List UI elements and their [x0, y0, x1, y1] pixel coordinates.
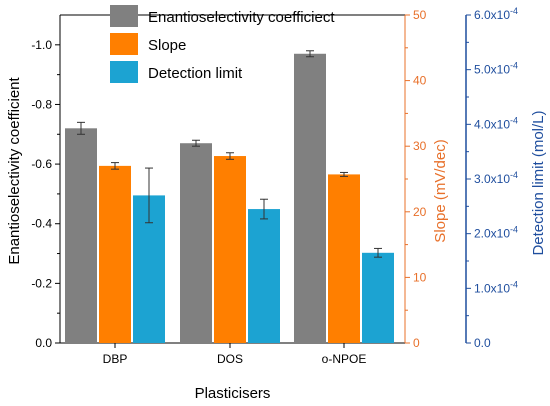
legend-label: Detection limit	[148, 65, 243, 82]
slope-tick-label: 20	[413, 205, 427, 219]
slope-axis-title: Slope (mV/dec)	[432, 139, 449, 242]
bar-slope	[214, 156, 246, 343]
left-tick-label: -0.8	[31, 97, 52, 111]
detection-tick-label: 2.0x10-4	[474, 225, 518, 241]
detection-tick-label: 4.0x10-4	[474, 115, 518, 131]
legend-swatch	[110, 33, 138, 55]
legend-swatch	[110, 5, 138, 27]
detection-tick-label: 6.0x10-4	[474, 6, 518, 22]
detection-tick-label: 3.0x10-4	[474, 170, 518, 186]
slope-tick-label: 10	[413, 270, 427, 284]
detection-axis-title: Detection limit (mol/L)	[530, 110, 547, 255]
detection-tick-label: 5.0x10-4	[474, 61, 518, 77]
slope-tick-label: 40	[413, 74, 427, 88]
left-axis-title: Enantioselectivity coefficient	[6, 77, 23, 265]
bar-detection-limit	[362, 252, 394, 343]
detection-tick-label: 1.0x10-4	[474, 279, 518, 295]
left-tick-label: -1.0	[31, 38, 52, 52]
left-tick-label: -0.6	[31, 157, 52, 171]
bar-enantioselectivity-coefficiect	[294, 53, 326, 343]
left-tick-label: 0.0	[35, 336, 52, 350]
x-tick-label: DOS	[217, 352, 243, 366]
x-axis-title: Plasticisers	[195, 385, 271, 402]
bar-slope	[99, 165, 131, 343]
slope-tick-label: 30	[413, 139, 427, 153]
left-tick-label: -0.2	[31, 276, 52, 290]
slope-tick-label: 50	[413, 8, 427, 22]
left-tick-label: -0.4	[31, 217, 52, 231]
bar-enantioselectivity-coefficiect	[180, 143, 212, 343]
bar-detection-limit	[248, 209, 280, 343]
bar-enantioselectivity-coefficiect	[65, 128, 97, 343]
legend-label: Enantioselectivity coefficiect	[148, 9, 335, 26]
bar-slope	[328, 174, 360, 343]
x-tick-label: DBP	[103, 352, 128, 366]
slope-tick-label: 0	[413, 336, 420, 350]
x-tick-label: o-NPOE	[322, 352, 367, 366]
legend-swatch	[110, 61, 138, 83]
detection-tick-label: 0.0	[474, 336, 491, 350]
legend-label: Slope	[148, 37, 186, 54]
